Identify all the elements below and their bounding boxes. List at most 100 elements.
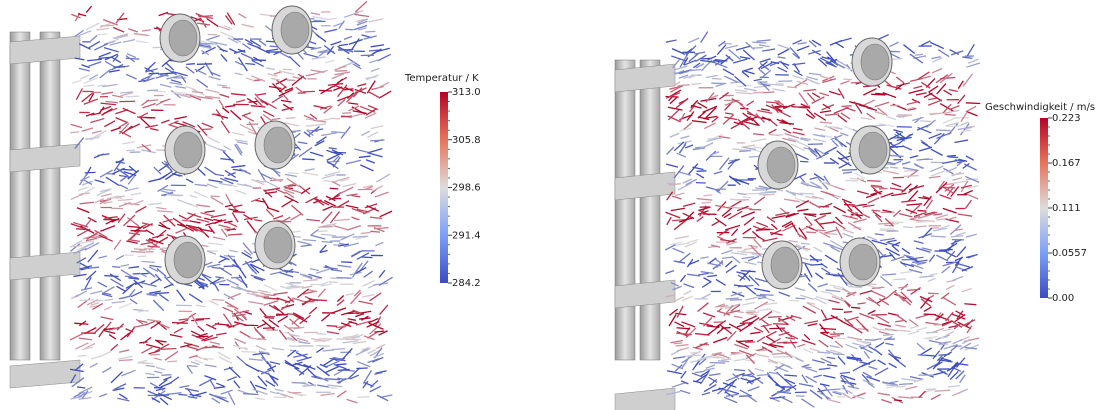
flow-arrow (762, 49, 775, 51)
flow-arrow (160, 398, 168, 405)
flow-arrow (202, 129, 212, 130)
flow-arrow (929, 255, 934, 262)
flow-arrow (212, 267, 225, 269)
flow-arrow (365, 31, 375, 32)
flow-arrow (215, 174, 224, 176)
flow-arrow (730, 82, 741, 83)
flow-arrow (807, 109, 815, 117)
flow-arrow (962, 267, 973, 271)
flow-arrow (734, 370, 745, 371)
flow-arrow (236, 100, 245, 102)
flow-arrow (205, 223, 213, 226)
flow-arrow (312, 17, 327, 20)
flow-arrow (851, 307, 860, 308)
flow-arrow (918, 127, 932, 133)
flow-arrow (366, 160, 375, 163)
flow-arrow (260, 293, 268, 295)
flow-arrow (706, 75, 718, 77)
flow-arrow (958, 214, 973, 216)
flow-arrow (126, 150, 135, 151)
flow-arrow (667, 371, 682, 374)
flow-arrow (802, 375, 808, 384)
flow-arrow (868, 198, 879, 203)
flow-arrow (678, 141, 692, 144)
flow-arrow (150, 129, 158, 131)
flow-arrow (712, 221, 720, 226)
flow-arrow (685, 242, 697, 247)
flow-arrow (757, 355, 769, 357)
flow-arrow (271, 78, 280, 80)
flow-arrow (100, 69, 111, 78)
flow-arrow (935, 215, 948, 219)
flow-arrow (182, 220, 190, 221)
flow-arrow (230, 250, 238, 252)
flow-arrow (801, 243, 810, 244)
flow-arrow (214, 282, 219, 291)
flow-arrow (316, 348, 323, 353)
flow-arrow (99, 53, 111, 57)
flow-arrow (717, 181, 728, 192)
flow-arrow (134, 34, 149, 36)
flow-arrow (346, 160, 361, 164)
flow-arrow (297, 357, 312, 361)
flow-arrow (843, 394, 852, 399)
flow-arrow (160, 99, 170, 103)
colorbar-tick-label: 0.0557 (1052, 248, 1087, 259)
flow-arrow (272, 348, 284, 350)
flow-arrow (963, 191, 972, 195)
flow-arrow (219, 100, 224, 107)
flow-arrow (301, 245, 312, 246)
flow-arrow (899, 384, 913, 385)
flow-arrow (237, 356, 248, 365)
flow-arrow (879, 332, 890, 335)
flow-arrow (318, 227, 333, 228)
flow-arrow (364, 271, 373, 277)
flow-arrow (233, 345, 248, 350)
flow-arrow (909, 90, 924, 94)
flow-arrow (127, 218, 138, 226)
flow-arrow (723, 69, 734, 75)
pillar (10, 32, 30, 360)
flow-arrow (136, 41, 148, 43)
flow-arrow (158, 185, 168, 191)
flow-arrow (196, 205, 210, 207)
flow-arrow (823, 375, 835, 378)
flow-arrow (330, 211, 339, 223)
flow-arrow (886, 116, 896, 119)
flow-arrow (895, 321, 903, 322)
flow-arrow (157, 230, 166, 238)
flow-arrow (98, 154, 110, 156)
flow-arrow (965, 200, 971, 209)
flow-arrow (355, 1, 367, 12)
flow-arrow (895, 325, 905, 327)
flow-arrow (892, 183, 901, 187)
flow-arrow (316, 34, 326, 41)
flow-arrow (172, 323, 188, 324)
flow-arrow (730, 300, 742, 301)
flow-arrow (752, 231, 759, 237)
flow-arrow (200, 358, 214, 359)
flow-arrow (803, 90, 816, 92)
flow-arrow (98, 34, 108, 35)
colorbar-tick-label: 0.111 (1052, 203, 1081, 214)
flow-arrow (842, 170, 857, 171)
flow-arrow (695, 334, 709, 336)
flow-arrow (236, 190, 246, 194)
flow-arrow (178, 394, 187, 395)
flow-arrow (207, 264, 220, 267)
flow-arrow (113, 388, 125, 390)
flow-arrow (118, 356, 133, 359)
flow-arrow (245, 291, 258, 293)
flow-arrow (725, 113, 733, 114)
flow-arrow (842, 199, 852, 203)
flow-arrow (890, 222, 903, 223)
flow-arrow (864, 351, 869, 358)
flow-arrow (266, 209, 273, 216)
flow-arrow (71, 194, 83, 199)
flow-arrow (731, 253, 747, 255)
flow-arrow (680, 390, 690, 393)
flow-arrow (192, 92, 203, 93)
flow-arrow (323, 267, 337, 269)
flow-arrow (100, 226, 115, 232)
flow-arrow (740, 57, 750, 59)
